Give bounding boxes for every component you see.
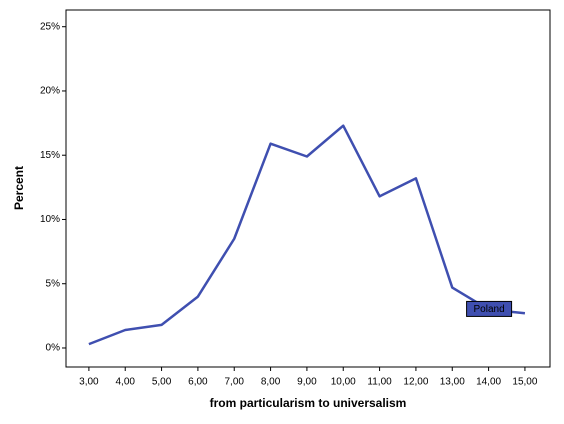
x-tick-label: 14,00 xyxy=(476,377,501,388)
y-tick-label: 25% xyxy=(40,21,60,32)
x-tick-label: 8,00 xyxy=(261,377,281,388)
x-tick-label: 4,00 xyxy=(115,377,135,388)
x-tick-label: 6,00 xyxy=(188,377,208,388)
series-label: Poland xyxy=(474,304,505,315)
line xyxy=(88,124,526,346)
y-tick-label: 15% xyxy=(40,150,60,161)
y-tick-label: 20% xyxy=(40,86,60,97)
series-label-box xyxy=(466,300,513,317)
x-tick-label: 11,00 xyxy=(367,377,392,388)
x-tick-label: 10,00 xyxy=(331,377,356,388)
x-axis-title: from particularism to universalism xyxy=(210,396,407,410)
x-tick-label: 7,00 xyxy=(225,377,245,388)
x-tick-label: 12,00 xyxy=(403,377,428,388)
y-tick-label: 0% xyxy=(46,343,61,354)
x-tick-label: 9,00 xyxy=(297,377,317,388)
y-tick-label: 5% xyxy=(46,278,61,289)
y-tick-label: 10% xyxy=(40,214,60,225)
x-tick-label: 3,00 xyxy=(79,377,99,388)
x-tick-label: 15,00 xyxy=(512,377,537,388)
x-tick-label: 13,00 xyxy=(440,377,465,388)
y-axis-title: Percent xyxy=(12,166,26,210)
x-tick-label: 5,00 xyxy=(152,377,172,388)
